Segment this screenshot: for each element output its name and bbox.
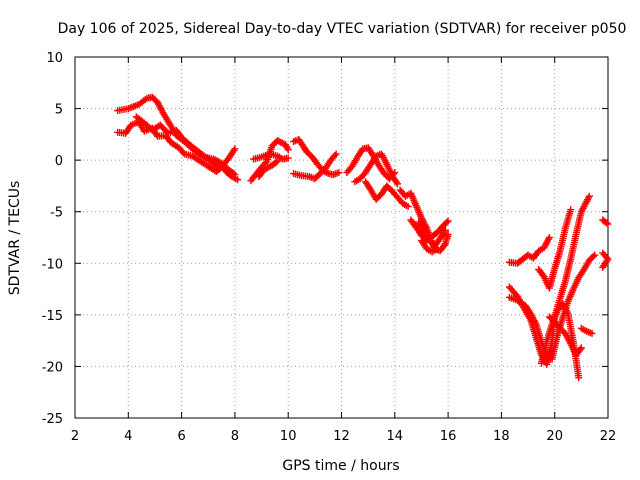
data-point-plus (141, 95, 149, 103)
data-point-plus (231, 171, 239, 179)
x-tick-label: 20 (546, 429, 563, 444)
data-point-plus (599, 263, 607, 271)
y-tick-label: -5 (50, 206, 63, 221)
chart-title: Day 106 of 2025, Sidereal Day-to-day VTE… (58, 21, 627, 37)
y-tick-label: -25 (42, 412, 63, 427)
data-point-plus (230, 170, 238, 178)
x-tick-label: 2 (71, 429, 79, 444)
data-point-plus (284, 154, 292, 162)
x-tick-label: 8 (231, 429, 239, 444)
data-point-plus (589, 252, 597, 260)
x-tick-label: 4 (124, 429, 132, 444)
x-tick-label: 6 (177, 429, 185, 444)
data-point-plus (274, 157, 282, 165)
axis-ticks (74, 56, 609, 419)
x-tick-label: 18 (493, 429, 510, 444)
data-point-plus (576, 345, 584, 353)
data-point-plus (231, 145, 239, 153)
data-point-plus (335, 169, 343, 177)
data-point-plus (603, 219, 611, 227)
data-point-plus (393, 180, 401, 188)
data-point-plus (284, 146, 292, 154)
data-point-plus (331, 152, 339, 160)
data-point-plus (604, 220, 612, 228)
y-axis-label: SDTVAR / TECUs (7, 181, 23, 296)
data-point-plus (567, 206, 575, 214)
data-point-plus (441, 226, 449, 234)
axis-tick-labels: 2 4 6 8 10 12 14 16 18 20 22 -25 -20 -15 -10 -5 0 5 10 (42, 51, 617, 444)
data-point-plus (585, 192, 593, 200)
y-tick-label: 10 (46, 51, 63, 66)
x-tick-label: 16 (440, 429, 457, 444)
data-point-plus (234, 176, 242, 184)
data-point-plus (545, 234, 553, 241)
y-tick-label: 5 (55, 103, 63, 118)
grid (75, 57, 608, 418)
y-tick-label: 0 (55, 154, 63, 169)
data-point-plus (591, 251, 599, 259)
x-tick-label: 14 (387, 429, 404, 444)
data-point-plus (444, 230, 452, 238)
x-axis-label: GPS time / hours (282, 458, 399, 474)
data-point-plus (200, 152, 208, 160)
data-point-plus (575, 374, 583, 382)
data-point-plus (272, 158, 280, 166)
x-tick-label: 10 (280, 429, 297, 444)
y-tick-label: -10 (42, 257, 63, 272)
data-point-plus (404, 203, 412, 211)
x-tick-label: 22 (600, 429, 617, 444)
y-tick-label: -20 (42, 360, 63, 375)
data-point-plus (443, 218, 451, 226)
data-point-plus (433, 245, 441, 253)
data-points (114, 93, 612, 382)
data-point-plus (332, 150, 340, 158)
data-point-plus (444, 217, 452, 225)
x-tick-label: 12 (333, 429, 350, 444)
data-point-plus (588, 329, 596, 337)
y-tick-label: -15 (42, 309, 63, 324)
data-point-plus (440, 241, 448, 249)
data-point-plus (577, 344, 585, 352)
